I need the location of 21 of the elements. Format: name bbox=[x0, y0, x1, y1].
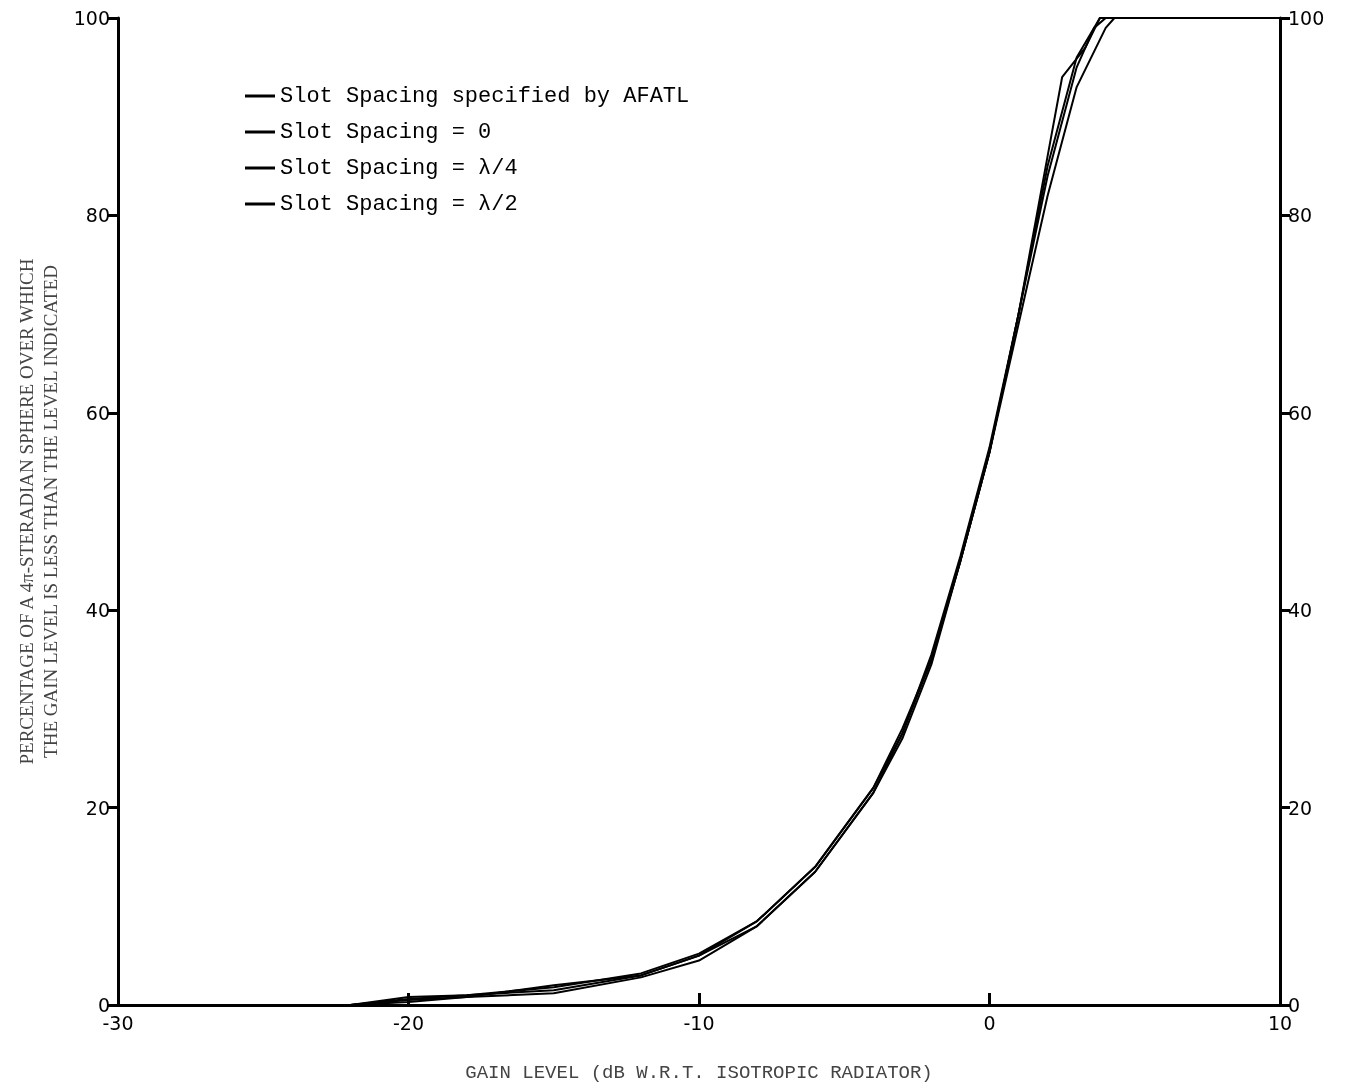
y-axis-title: PERCENTAGE OF A 4π-STERADIAN SPHERE OVER WHICH THE GAIN LEVEL IS LESS THAN THE LEVEL INDICATED bbox=[16, 258, 62, 765]
y-tick-label: 20 bbox=[85, 796, 110, 819]
y2-tick-label: 20 bbox=[1288, 796, 1313, 819]
y2-tick-label: 60 bbox=[1288, 401, 1313, 424]
y2-tick-label: 40 bbox=[1288, 599, 1313, 622]
x-tick-label: -10 bbox=[683, 1011, 715, 1034]
x-tick-label: -20 bbox=[392, 1011, 425, 1034]
x-axis-title: GAIN LEVEL (dB W.R.T. ISOTROPIC RADIATOR) bbox=[465, 1061, 933, 1084]
legend-label: Slot Spacing = 0 bbox=[280, 119, 492, 145]
y2-tick-label: 80 bbox=[1288, 204, 1313, 227]
x-tick-label: 0 bbox=[983, 1011, 996, 1034]
x-tick-label: 10 bbox=[1267, 1011, 1293, 1034]
y-tick-label: 60 bbox=[85, 401, 110, 424]
y-tick-label: 80 bbox=[85, 204, 110, 227]
legend-label: Slot Spacing specified by AFATL bbox=[280, 83, 690, 109]
y-tick-label: 40 bbox=[85, 599, 110, 622]
legend-label: Slot Spacing = λ/2 bbox=[280, 191, 518, 217]
legend-label: Slot Spacing = λ/4 bbox=[280, 155, 518, 181]
y-tick-label: 100 bbox=[73, 7, 110, 29]
x-tick-label: -30 bbox=[102, 1011, 134, 1034]
y2-tick-label: 100 bbox=[1288, 7, 1325, 29]
